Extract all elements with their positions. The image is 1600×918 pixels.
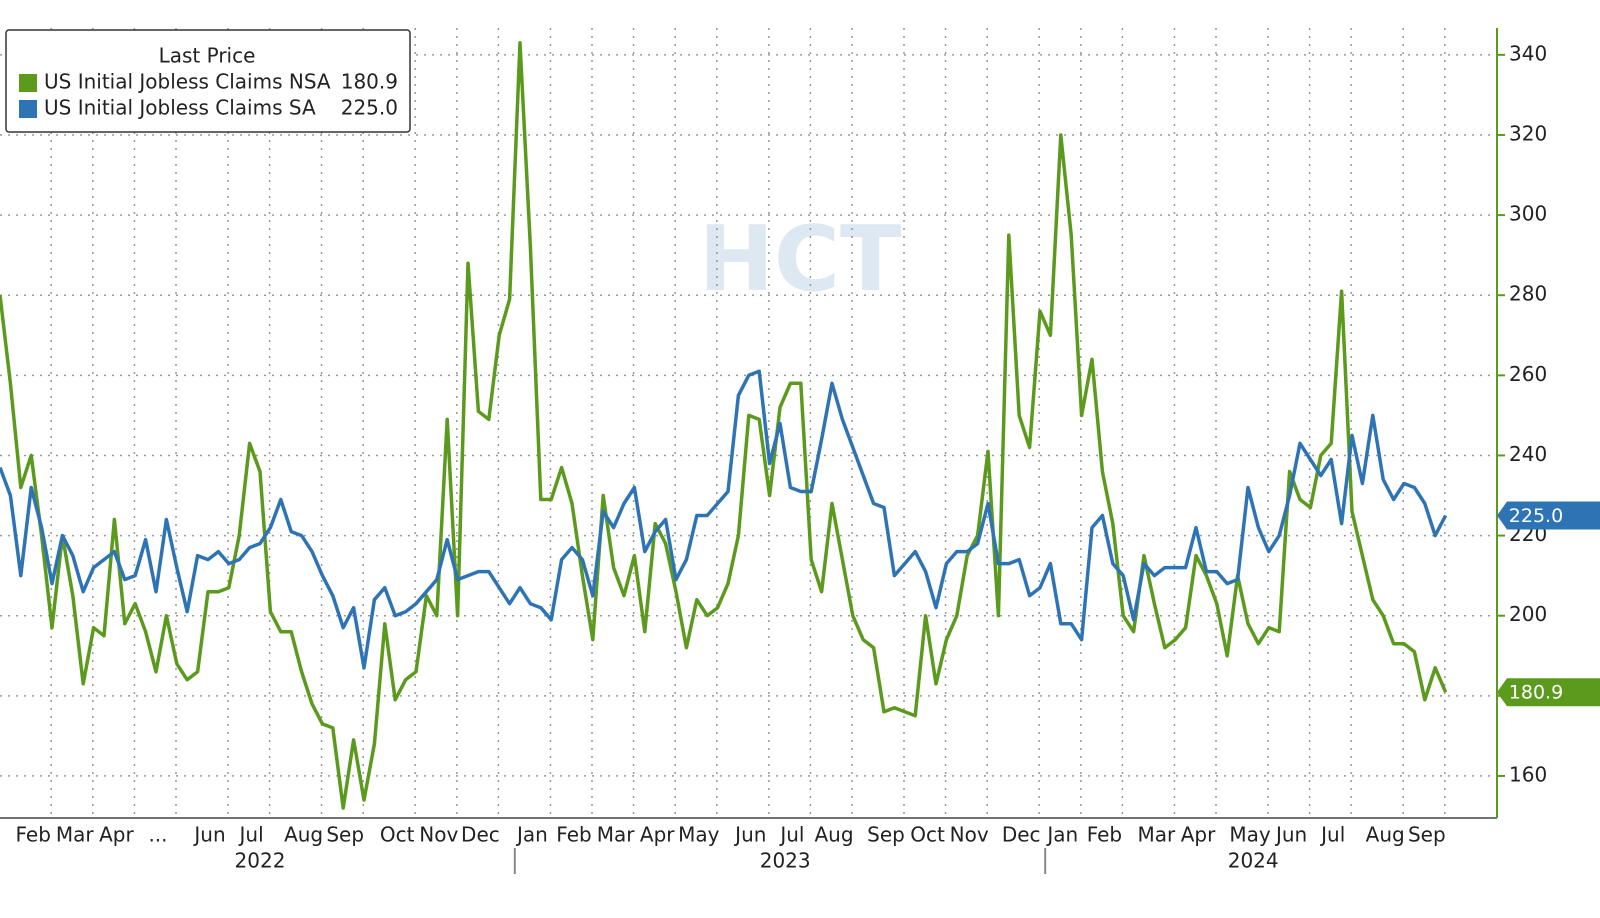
x-tick-label: Jun bbox=[1274, 823, 1307, 847]
legend-title: Last Price bbox=[159, 44, 256, 68]
series-line bbox=[0, 369, 1448, 670]
x-tick-label: Mar bbox=[1138, 823, 1177, 847]
value-tag bbox=[1497, 678, 1600, 707]
x-tick-label: May bbox=[678, 823, 720, 847]
x-tick-label: Aug bbox=[1366, 823, 1405, 847]
legend-swatch bbox=[19, 100, 37, 118]
series-line bbox=[0, 41, 1448, 810]
x-tick-label: Apr bbox=[640, 823, 675, 847]
legend-value: 225.0 bbox=[341, 96, 398, 120]
legend-value: 180.9 bbox=[341, 70, 398, 94]
y-tick-label: 160 bbox=[1509, 762, 1547, 786]
value-tag-label: 225.0 bbox=[1509, 505, 1563, 527]
x-tick-label: Mar bbox=[597, 823, 636, 847]
x-tick-label: Nov bbox=[950, 823, 989, 847]
x-tick-label: Jul bbox=[238, 823, 264, 847]
value-tag bbox=[1497, 501, 1600, 530]
y-tick-label: 320 bbox=[1509, 121, 1547, 145]
x-tick-label: Jun bbox=[192, 823, 225, 847]
x-tick-label: Oct bbox=[380, 823, 415, 847]
x-tick-label: Jun bbox=[733, 823, 766, 847]
x-group-label: 2022 bbox=[235, 849, 286, 873]
x-tick-label: Dec bbox=[1002, 823, 1041, 847]
x-tick-label: Nov bbox=[419, 823, 458, 847]
x-tick-label: Apr bbox=[1181, 823, 1216, 847]
legend-label: US Initial Jobless Claims NSA bbox=[44, 70, 331, 94]
y-tick-label: 260 bbox=[1509, 362, 1547, 386]
x-group-label: 2023 bbox=[760, 849, 811, 873]
legend-box bbox=[5, 29, 411, 133]
x-tick-label: Feb bbox=[1087, 823, 1122, 847]
x-tick-label: Feb bbox=[15, 823, 50, 847]
x-tick-label: Sep bbox=[326, 823, 364, 847]
x-tick-label: Aug bbox=[284, 823, 323, 847]
x-tick-label: Jan bbox=[515, 823, 548, 847]
y-tick-label: 340 bbox=[1509, 41, 1547, 65]
x-group-label: 2024 bbox=[1228, 849, 1279, 873]
x-tick-label: Dec bbox=[461, 823, 500, 847]
x-tick-label: Jul bbox=[778, 823, 804, 847]
x-tick-label: Apr bbox=[99, 823, 134, 847]
legend-label: US Initial Jobless Claims SA bbox=[44, 96, 316, 120]
x-tick-label: ... bbox=[148, 823, 167, 847]
y-tick-label: 300 bbox=[1509, 202, 1547, 226]
y-tick-label: 240 bbox=[1509, 442, 1547, 466]
x-tick-label: Feb bbox=[556, 823, 591, 847]
x-tick-label: May bbox=[1229, 823, 1271, 847]
legend-swatch bbox=[19, 74, 37, 92]
x-tick-label: Mar bbox=[56, 823, 95, 847]
x-tick-label: Sep bbox=[867, 823, 905, 847]
x-tick-label: Aug bbox=[814, 823, 853, 847]
x-tick-label: Jul bbox=[1319, 823, 1345, 847]
x-tick-label: Oct bbox=[910, 823, 945, 847]
value-tag-label: 180.9 bbox=[1509, 682, 1563, 704]
y-tick-label: 280 bbox=[1509, 282, 1547, 306]
y-tick-label: 200 bbox=[1509, 602, 1547, 626]
watermark: HCT bbox=[699, 207, 902, 312]
x-tick-label: Sep bbox=[1408, 823, 1446, 847]
x-tick-label: Jan bbox=[1045, 823, 1078, 847]
